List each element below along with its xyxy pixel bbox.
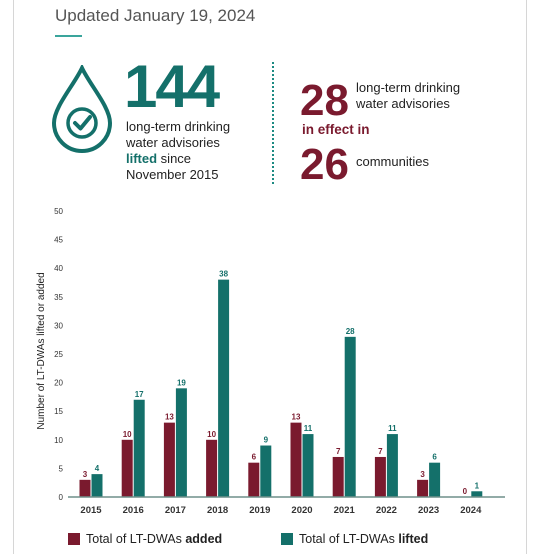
data-label-added-2017: 13 [165, 413, 174, 422]
y-tick-label: 20 [54, 379, 63, 388]
lifted-desc-line4: November 2015 [126, 167, 219, 182]
data-label-added-2023: 3 [420, 470, 425, 479]
effect-desc-line1: long-term drinking [356, 80, 461, 95]
bar-added-2021 [332, 456, 344, 497]
x-tick-label-2017: 2017 [165, 505, 186, 516]
lifted-desc-line2: water advisories [126, 135, 220, 150]
x-tick-label-2021: 2021 [334, 505, 356, 516]
data-label-lifted-2017: 19 [177, 378, 186, 387]
bar-lifted-2018 [218, 279, 230, 497]
y-tick-label: 15 [54, 407, 63, 416]
bar-lifted-2015 [91, 474, 103, 497]
y-tick-label: 50 [54, 207, 63, 216]
legend-swatch-added [68, 533, 80, 545]
data-label-lifted-2018: 38 [219, 270, 228, 279]
bar-lifted-2020 [302, 434, 314, 497]
frame-border-right [526, 0, 527, 554]
frame-border-left [13, 0, 14, 554]
updated-date: Updated January 19, 2024 [55, 6, 256, 25]
x-tick-label-2018: 2018 [207, 505, 228, 516]
bar-added-2018 [206, 439, 218, 497]
y-tick-label: 0 [59, 493, 64, 502]
data-label-lifted-2020: 11 [304, 424, 313, 433]
y-tick-label: 30 [54, 321, 63, 330]
data-label-added-2022: 7 [378, 447, 383, 456]
y-tick-label: 5 [59, 464, 64, 473]
check-mark [73, 115, 92, 131]
water-drop-check-icon [51, 65, 113, 153]
data-label-added-2019: 6 [252, 453, 257, 462]
y-tick-label: 45 [54, 236, 63, 245]
in-effect-label: in effect in [302, 122, 370, 137]
x-tick-label-2022: 2022 [376, 505, 397, 516]
x-tick-label-2019: 2019 [249, 505, 270, 516]
bar-lifted-2019 [260, 445, 272, 497]
y-tick-label: 40 [54, 264, 63, 273]
bar-lifted-2017 [175, 388, 187, 497]
advisories-in-effect-count: 28 [300, 76, 349, 125]
data-label-added-2015: 3 [83, 470, 88, 479]
bar-lifted-2021 [344, 336, 356, 497]
lifted-desc-line1: long-term drinking [126, 119, 231, 134]
water-drop-outline [51, 65, 113, 153]
x-tick-label-2023: 2023 [418, 505, 439, 516]
stats-divider [272, 62, 274, 184]
data-label-lifted-2022: 11 [388, 424, 397, 433]
legend-added-prefix: Total of LT-DWAs [86, 532, 186, 546]
x-tick-label-2020: 2020 [291, 505, 312, 516]
bar-added-2015 [79, 479, 91, 497]
data-label-lifted-2023: 6 [432, 453, 437, 462]
communities-count: 26 [300, 140, 349, 189]
bar-added-2020 [290, 422, 302, 497]
data-label-added-2018: 10 [207, 430, 216, 439]
communities-label: communities [356, 154, 429, 169]
data-label-added-2020: 13 [292, 413, 301, 422]
x-tick-label-2015: 2015 [80, 505, 102, 516]
legend-lifted-prefix: Total of LT-DWAs [299, 532, 399, 546]
x-tick-label-2024: 2024 [460, 505, 482, 516]
data-label-added-2016: 10 [123, 430, 132, 439]
bar-lifted-2022 [386, 434, 398, 497]
lifted-desc-since: since [157, 151, 192, 166]
y-tick-label: 25 [54, 350, 63, 359]
x-tick-label-2016: 2016 [123, 505, 144, 516]
data-label-lifted-2021: 28 [346, 327, 355, 336]
lifted-desc-line3: lifted since [126, 151, 230, 167]
bar-added-2022 [374, 456, 386, 497]
bar-lifted-2023 [429, 462, 441, 497]
bar-added-2023 [417, 479, 429, 497]
accent-rule [55, 35, 82, 37]
bar-lifted-2024 [471, 491, 483, 497]
data-label-lifted-2016: 17 [135, 390, 144, 399]
x-axis-ticks: 2015 2016 2017 2018 2019 2020 2021 2022 2023 2024 [80, 505, 482, 516]
data-label-lifted-2024: 1 [475, 481, 480, 490]
legend-swatch-lifted [281, 533, 293, 545]
legend-added-keyword: added [185, 532, 223, 546]
legend-label-added: Total of LT-DWAs added [86, 532, 222, 546]
y-axis-ticks: 0 5 10 15 20 25 30 35 40 45 50 [54, 207, 63, 502]
data-label-added-2021: 7 [336, 447, 341, 456]
y-tick-label: 35 [54, 293, 63, 302]
bar-lifted-2016 [133, 399, 145, 497]
y-tick-label: 10 [54, 436, 63, 445]
advisories-lifted-count: 144 [124, 53, 220, 120]
data-label-added-2024: 0 [463, 487, 468, 496]
bar-added-2019 [248, 462, 260, 497]
advisories-in-effect-description: long-term drinking water advisories [356, 80, 460, 112]
bar-added-2016 [121, 439, 133, 497]
legend-label-lifted: Total of LT-DWAs lifted [299, 532, 428, 546]
y-axis-label: Number of LT-DWAs lifted or added [36, 272, 47, 429]
check-badge-circle [66, 107, 98, 139]
data-label-lifted-2015: 4 [95, 464, 100, 473]
lifted-keyword: lifted [126, 151, 158, 166]
data-label-lifted-2019: 9 [264, 436, 269, 445]
effect-desc-line2: water advisories [356, 96, 450, 111]
bar-added-2017 [163, 422, 175, 497]
advisories-lifted-description: long-term drinking water advisories lift… [126, 119, 230, 183]
legend-lifted-keyword: lifted [398, 532, 429, 546]
